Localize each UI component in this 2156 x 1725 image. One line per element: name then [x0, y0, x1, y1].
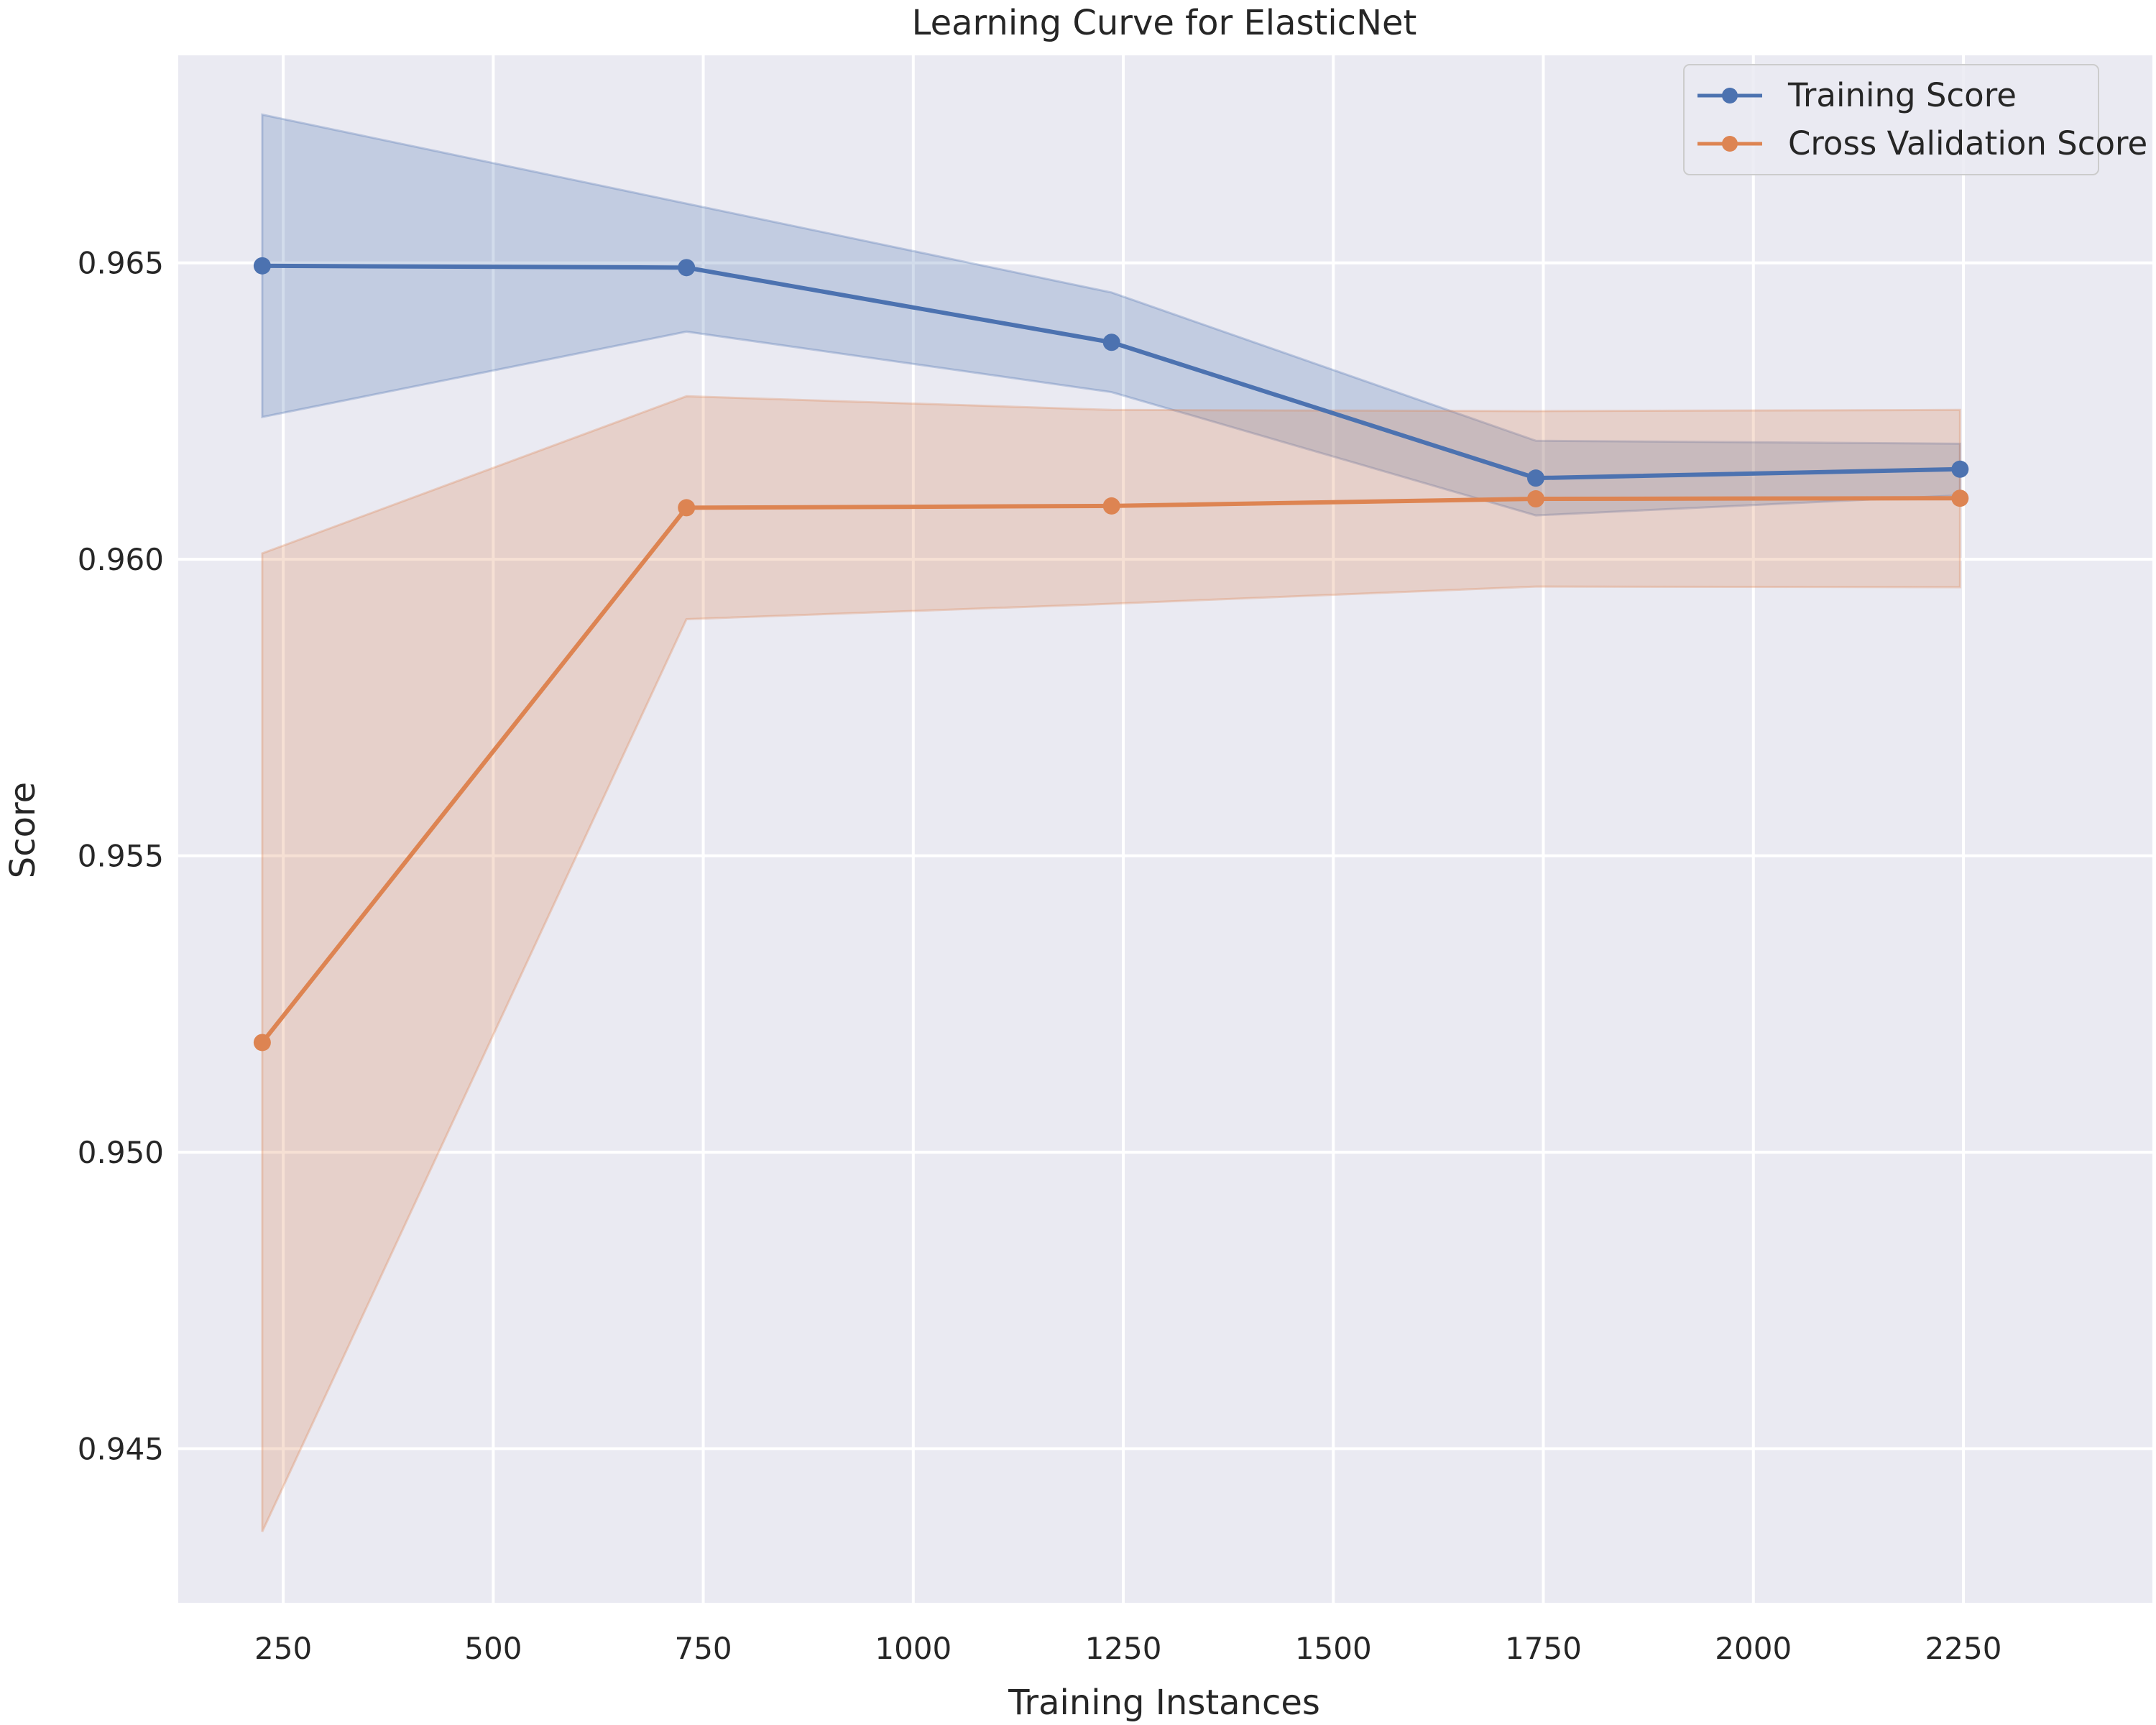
cv-score-point [1527, 490, 1545, 508]
x-tick-labels: 250 500 750 1000 1250 1500 1750 2000 2250 [254, 1631, 2001, 1666]
cv-score-point [678, 499, 696, 517]
series-markers [253, 257, 1969, 1052]
x-tick-label: 250 [254, 1631, 312, 1666]
x-tick-label: 1500 [1295, 1631, 1372, 1666]
grid-lines [178, 55, 2152, 1603]
cv-score-point [253, 1034, 271, 1052]
legend-label-training: Training Score [1787, 76, 2017, 114]
legend-marker-cv [1722, 136, 1738, 152]
cv-score-point [1951, 489, 1969, 507]
y-tick-label: 0.960 [78, 542, 164, 577]
legend-marker-training [1722, 88, 1738, 104]
y-axis-title: Score [3, 782, 43, 878]
x-tick-label: 1750 [1505, 1631, 1582, 1666]
y-tick-labels: 0.945 0.950 0.955 0.960 0.965 [78, 246, 164, 1467]
y-tick-label: 0.955 [78, 839, 164, 874]
training-score-point [253, 257, 271, 275]
training-score-point [1951, 460, 1969, 478]
legend-box [1683, 64, 2099, 175]
chart-title: Learning Curve for ElasticNet [912, 3, 1417, 43]
cv-score-point [1102, 497, 1120, 515]
training-score-point [1102, 334, 1120, 351]
training-score-point [1527, 469, 1545, 487]
cv-score-band [261, 395, 1961, 1532]
x-tick-label: 2000 [1715, 1631, 1792, 1666]
x-axis-title: Training Instances [1008, 1683, 1320, 1723]
legend-label-cv: Cross Validation Score [1788, 124, 2147, 162]
plot-area [178, 55, 2152, 1603]
training-score-point [678, 259, 696, 277]
x-tick-label: 500 [464, 1631, 522, 1666]
x-tick-label: 750 [674, 1631, 732, 1666]
y-tick-label: 0.965 [78, 246, 164, 281]
y-tick-label: 0.950 [78, 1135, 164, 1170]
x-tick-label: 2250 [1925, 1631, 2002, 1666]
y-tick-label: 0.945 [78, 1432, 164, 1467]
legend: Training Score Cross Validation Score [1683, 64, 2147, 175]
x-tick-label: 1000 [875, 1631, 952, 1666]
x-tick-label: 1250 [1085, 1631, 1162, 1666]
